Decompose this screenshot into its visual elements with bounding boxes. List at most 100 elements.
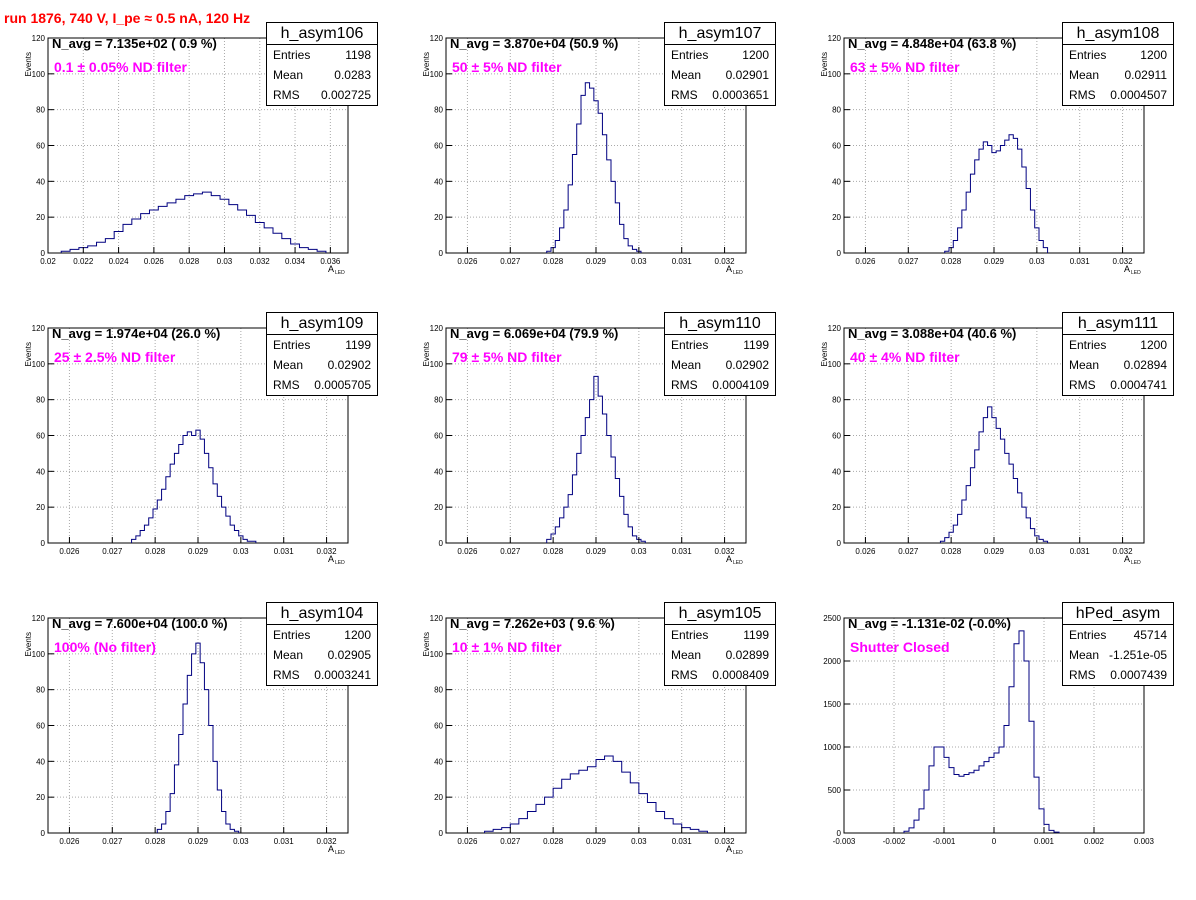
- y-tick-label: 60: [832, 142, 841, 151]
- y-tick-label: 20: [434, 503, 443, 512]
- stats-row-rms: RMS 0.0007439: [1063, 665, 1173, 685]
- y-tick-label: 1500: [823, 700, 841, 709]
- stats-key: Mean: [671, 358, 702, 372]
- y-tick-label: 0: [41, 249, 46, 258]
- stats-box: h_asym110 Entries 1199 Mean 0.02902 RMS 0.0004…: [664, 312, 776, 396]
- x-tick-label: 0.028: [179, 257, 200, 266]
- x-tick-label: 0.026: [855, 257, 876, 266]
- stats-value-entries: 1200: [344, 628, 371, 642]
- y-tick-label: 20: [832, 503, 841, 512]
- histogram-series: [939, 406, 1049, 543]
- histogram-name: h_asym105: [665, 603, 775, 625]
- x-tick-label: 0.026: [457, 547, 478, 556]
- y-tick-label: 80: [36, 106, 45, 115]
- y-tick-label: 120: [828, 34, 842, 43]
- x-tick-label: -0.003: [833, 837, 856, 846]
- y-tick-label: 80: [832, 396, 841, 405]
- x-tick-label: 0.028: [543, 257, 564, 266]
- stats-row-entries: Entries 1200: [1063, 45, 1173, 65]
- x-tick-label: 0.03: [233, 837, 249, 846]
- stats-row-entries: Entries 1199: [267, 335, 377, 355]
- x-tick-label: 0.022: [73, 257, 94, 266]
- stats-row-entries: Entries 1199: [665, 335, 775, 355]
- stats-value-rms: 0.0008409: [712, 668, 769, 682]
- x-tick-label: 0.026: [144, 257, 165, 266]
- y-tick-label: 0: [837, 829, 842, 838]
- stats-value-rms: 0.0005705: [314, 378, 371, 392]
- x-axis-label-subscript: LED: [335, 560, 345, 566]
- histogram-plot: 0.026 0.027 0.028 0.029 0.03 0.031 0.032 0 20 40 6…: [422, 34, 747, 276]
- stats-key: Mean: [1069, 358, 1100, 372]
- x-tick-label: 0.026: [59, 837, 80, 846]
- stats-value-entries: 1200: [1140, 338, 1167, 352]
- x-tick-label: 0.032: [250, 257, 271, 266]
- stats-value-mean: 0.02901: [725, 68, 769, 82]
- y-tick-label: 0: [439, 249, 444, 258]
- histogram-plot: 0.02 0.022 0.024 0.026 0.028 0.03 0.032 0.034 0.…: [24, 34, 349, 276]
- stats-box: h_asym107 Entries 1200 Mean 0.02901 RMS 0.0003…: [664, 22, 776, 106]
- x-tick-label: 0.029: [586, 547, 607, 556]
- stats-value-entries: 45714: [1133, 628, 1167, 642]
- x-tick-label: 0.03: [631, 837, 647, 846]
- stats-value-mean: 0.02902: [725, 358, 769, 372]
- stats-box: h_asym111 Entries 1200 Mean 0.02894 RMS 0.0004…: [1062, 312, 1174, 396]
- stats-row-mean: Mean 0.02902: [267, 355, 377, 375]
- filter-annotation: 63 ± 5% ND filter: [850, 59, 960, 75]
- x-tick-label: 0.03: [631, 547, 647, 556]
- stats-row-entries: Entries 1199: [665, 625, 775, 645]
- y-tick-label: 0: [837, 249, 842, 258]
- filter-annotation: 10 ± 1% ND filter: [452, 639, 562, 655]
- stats-key: Mean: [671, 68, 702, 82]
- x-tick-label: 0.027: [500, 837, 521, 846]
- histogram-panel-h_asym109: 0.026 0.027 0.028 0.029 0.03 0.031 0.032 0 20 40 6…: [0, 312, 398, 610]
- histogram-panel-h_asym111: 0.026 0.027 0.028 0.029 0.03 0.031 0.032 0 20 40 6…: [796, 312, 1194, 610]
- y-tick-label: 80: [36, 396, 45, 405]
- stats-key: Entries: [273, 338, 311, 352]
- y-tick-label: 100: [828, 70, 842, 79]
- y-tick-label: 120: [828, 324, 842, 333]
- histogram-panel-hPed_asym: -0.003 -0.002 -0.001 0 0.001 0.002 0.003 0 500 10…: [796, 602, 1194, 900]
- stats-key: Entries: [671, 628, 709, 642]
- x-axis-label: A: [1124, 264, 1130, 274]
- y-tick-label: 60: [434, 432, 443, 441]
- filter-annotation: 100% (No filter): [54, 639, 156, 655]
- x-tick-label: 0.027: [898, 547, 919, 556]
- stats-key: Mean: [1069, 68, 1100, 82]
- stats-row-rms: RMS 0.0004109: [665, 375, 775, 395]
- y-tick-label: 60: [434, 722, 443, 731]
- x-tick-label: 0.001: [1034, 837, 1055, 846]
- x-axis-label-subscript: LED: [1131, 560, 1141, 566]
- y-tick-label: 20: [434, 213, 443, 222]
- x-tick-label: 0.024: [109, 257, 130, 266]
- navg-label: N_avg = 3.088e+04 (40.6 %): [848, 326, 1017, 341]
- y-tick-label: 20: [832, 213, 841, 222]
- stats-value-rms: 0.0003651: [712, 88, 769, 102]
- y-tick-label: 20: [36, 213, 45, 222]
- histogram-name: h_asym109: [267, 313, 377, 335]
- y-tick-label: 20: [434, 793, 443, 802]
- y-tick-label: 0: [41, 829, 46, 838]
- stats-key: Entries: [1069, 628, 1107, 642]
- y-axis-label: Events: [422, 342, 431, 366]
- stats-key: RMS: [1069, 378, 1096, 392]
- y-axis-label: Events: [820, 52, 829, 76]
- y-axis-label: Events: [422, 632, 431, 656]
- y-axis-label: Events: [24, 632, 33, 656]
- x-tick-label: 0.031: [1070, 257, 1091, 266]
- x-tick-label: 0.031: [1070, 547, 1091, 556]
- y-tick-label: 1000: [823, 743, 841, 752]
- histogram-name: h_asym107: [665, 23, 775, 45]
- histogram-panel-h_asym104: 0.026 0.027 0.028 0.029 0.03 0.031 0.032 0 20 40 6…: [0, 602, 398, 900]
- filter-annotation: 50 ± 5% ND filter: [452, 59, 562, 75]
- histogram-name: hPed_asym: [1063, 603, 1173, 625]
- x-axis-label-subscript: LED: [335, 270, 345, 276]
- x-tick-label: 0.032: [715, 837, 736, 846]
- histogram-plot: 0.026 0.027 0.028 0.029 0.03 0.031 0.032 0 20 40 6…: [422, 614, 747, 856]
- x-axis-label-subscript: LED: [733, 850, 743, 856]
- stats-key: Mean: [1069, 648, 1100, 662]
- x-tick-label: 0.03: [217, 257, 233, 266]
- stats-value-mean: 0.0283: [334, 68, 371, 82]
- stats-value-entries: 1198: [345, 48, 371, 62]
- navg-label: N_avg = 7.262e+03 ( 9.6 %): [450, 616, 615, 631]
- stats-key: Mean: [273, 358, 304, 372]
